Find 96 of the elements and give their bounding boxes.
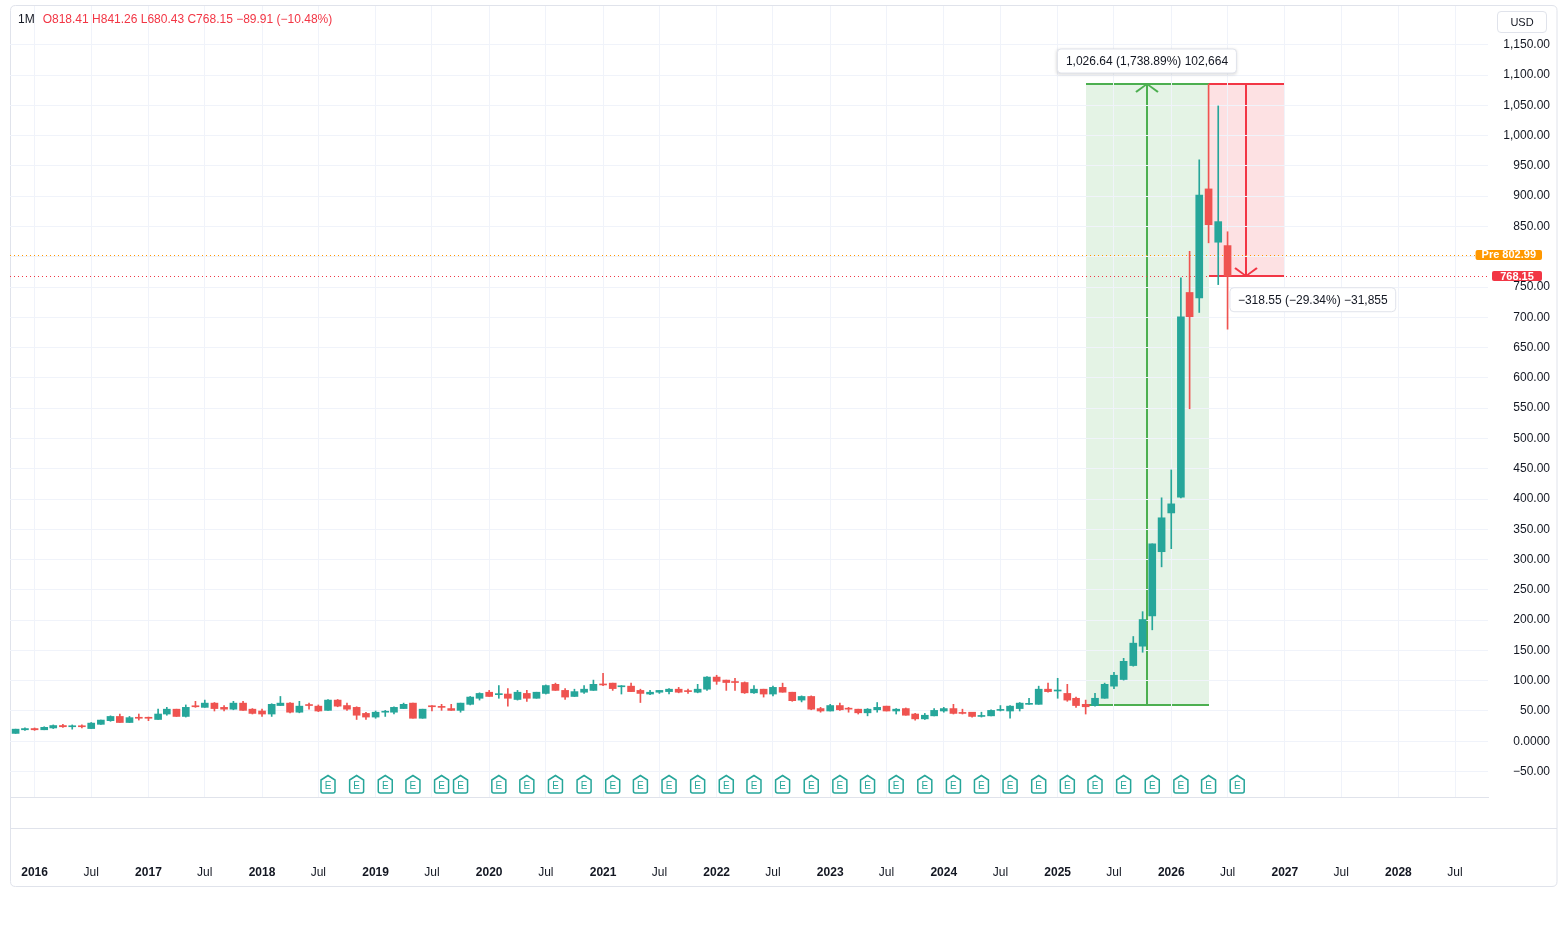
y-tick-label: −50.00 xyxy=(1512,763,1551,778)
y-tick-label: 250.00 xyxy=(1513,582,1551,597)
annotation: E xyxy=(438,779,446,791)
y-tick-label: 550.00 xyxy=(1513,400,1551,415)
annotation: E xyxy=(409,779,417,791)
y-axis-title: USD xyxy=(1497,11,1547,33)
annotation: 1,026.64 (1,738.89%) 102,664 xyxy=(1056,48,1238,74)
y-tick-label: 350.00 xyxy=(1513,521,1551,536)
y-tick-label: 950.00 xyxy=(1513,158,1551,173)
y-tick-label: 600.00 xyxy=(1513,370,1551,385)
annotation: E xyxy=(864,779,872,791)
y-tick-label: 650.00 xyxy=(1513,339,1551,354)
annotation: E xyxy=(1205,779,1213,791)
x-tick-label: 2025 xyxy=(1044,864,1072,879)
candlestick xyxy=(873,702,882,713)
x-tick-label: 2022 xyxy=(703,864,731,879)
x-tick-label: 2021 xyxy=(589,864,617,879)
annotation: E xyxy=(807,779,815,791)
y-tick-label: 1,050.00 xyxy=(1503,97,1551,112)
text: O818.41 H841.26 L680.43 C768.15 −89.91 (−10.48%) xyxy=(42,12,333,26)
annotation: E xyxy=(892,779,900,791)
annotation: E xyxy=(457,779,465,791)
y-tick-label: 450.00 xyxy=(1513,461,1551,476)
y-tick-label: 750.00 xyxy=(1513,279,1551,294)
annotation: E xyxy=(381,779,389,791)
y-tick-label: 100.00 xyxy=(1513,673,1551,688)
annotation: E xyxy=(580,779,588,791)
x-tick-label: Jul xyxy=(651,864,668,879)
x-tick-label: Jul xyxy=(1106,864,1122,879)
y-tick-label: 1,150.00 xyxy=(1503,37,1551,52)
y-tick-label: 150.00 xyxy=(1513,642,1551,657)
annotation: E xyxy=(495,779,503,791)
annotation: E xyxy=(1177,779,1185,791)
y-tick-label: 300.00 xyxy=(1513,551,1551,566)
x-tick-label: 2020 xyxy=(475,864,503,879)
y-tick-label: 1,000.00 xyxy=(1503,127,1551,142)
annotation: E xyxy=(1035,779,1043,791)
x-tick-label: 2027 xyxy=(1271,864,1299,879)
annotation: E xyxy=(609,779,617,791)
annotation: E xyxy=(523,779,531,791)
x-tick-label: Jul xyxy=(83,864,99,879)
annotation: E xyxy=(978,779,986,791)
candlestick xyxy=(1167,469,1176,550)
ref-line-label: Pre 802.99 xyxy=(1481,248,1536,261)
x-tick-label: Jul xyxy=(538,864,554,879)
x-tick-label: 2016 xyxy=(21,864,49,879)
ref-line-label: 768.15 xyxy=(1500,269,1534,282)
annotation: −318.55 (−29.34%) −31,855 xyxy=(1237,292,1389,307)
annotation: E xyxy=(552,779,560,791)
annotation: E xyxy=(637,779,645,791)
x-tick-label: Jul xyxy=(878,864,895,879)
annotation: E xyxy=(324,779,332,791)
x-tick-label: Jul xyxy=(424,864,440,879)
annotation: E xyxy=(921,779,929,791)
annotation: E xyxy=(779,779,787,791)
annotation: E xyxy=(750,779,758,791)
y-tick-label: 700.00 xyxy=(1513,309,1551,324)
annotation: E xyxy=(1091,779,1099,791)
x-tick-label: Jul xyxy=(310,864,327,879)
annotation: E xyxy=(1006,779,1014,791)
y-tick-label: 900.00 xyxy=(1513,188,1551,203)
text: 1M xyxy=(18,12,35,26)
x-tick-label: Jul xyxy=(1333,864,1349,879)
x-tick-label: Jul xyxy=(1447,864,1463,879)
y-tick-label: 400.00 xyxy=(1513,491,1551,506)
x-tick-label: Jul xyxy=(992,864,1009,879)
y-tick-label: 200.00 xyxy=(1513,612,1551,627)
x-tick-label: 2023 xyxy=(816,864,844,879)
y-tick-label: 0.0000 xyxy=(1513,733,1551,748)
x-tick-label: Jul xyxy=(1219,864,1236,879)
x-tick-label: 2017 xyxy=(135,864,163,879)
annotation: E xyxy=(950,779,958,791)
candlestick xyxy=(495,685,503,699)
x-tick-label: 2019 xyxy=(362,864,390,879)
annotation: E xyxy=(1233,779,1241,791)
candlestick xyxy=(1214,105,1223,285)
annotation: E xyxy=(353,779,361,791)
candlestick xyxy=(305,702,313,710)
x-tick-label: 2018 xyxy=(248,864,276,879)
candlestick xyxy=(1081,699,1090,715)
annotation: E xyxy=(1063,779,1071,791)
x-tick-label: 2026 xyxy=(1157,864,1185,879)
x-tick-label: Jul xyxy=(197,864,213,879)
annotation: E xyxy=(836,779,844,791)
y-tick-label: 1,100.00 xyxy=(1503,67,1551,82)
y-tick-label: 500.00 xyxy=(1513,430,1551,445)
annotation: E xyxy=(722,779,730,791)
y-tick-label: 50.00 xyxy=(1519,703,1551,718)
x-tick-label: 2024 xyxy=(930,864,958,879)
annotation: E xyxy=(1120,779,1128,791)
y-tick-label: 850.00 xyxy=(1513,218,1551,233)
annotation: E xyxy=(665,779,673,791)
annotation: E xyxy=(1148,779,1156,791)
x-tick-label: Jul xyxy=(765,864,781,879)
x-tick-label: 2028 xyxy=(1385,864,1413,879)
annotation: E xyxy=(694,779,702,791)
